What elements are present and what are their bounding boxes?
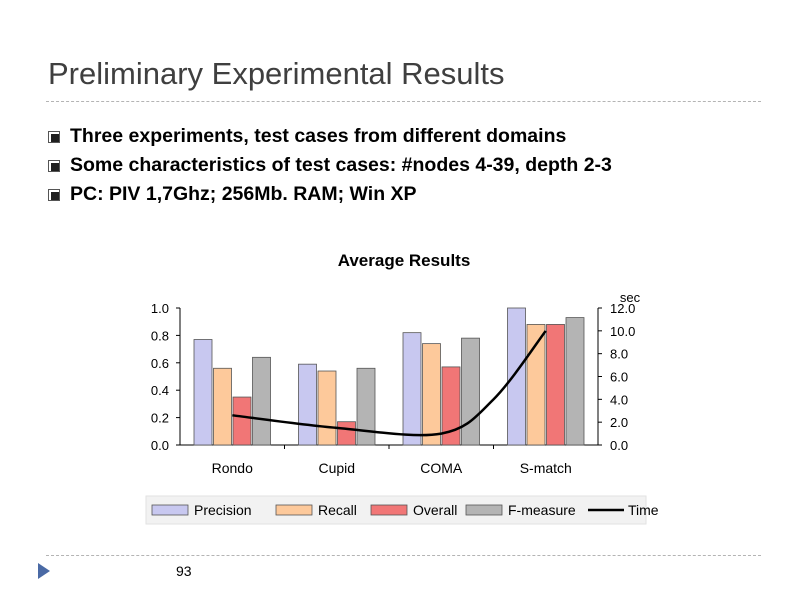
category-label: Cupid (318, 460, 355, 476)
title-divider (46, 101, 761, 102)
legend-swatch (465, 504, 503, 516)
bullet-text: PC: PIV 1,7Ghz; 256Mb. RAM; Win XP (70, 183, 417, 205)
right-tick-label: 10.0 (610, 324, 635, 339)
time-line (232, 330, 547, 437)
right-tick-label: 8.0 (610, 347, 628, 362)
bullet-item: PC: PIV 1,7Ghz; 256Mb. RAM; Win XP (48, 180, 612, 209)
bar-precision (193, 339, 213, 446)
legend-swatch (151, 504, 189, 516)
checkbox-bullet-icon (48, 160, 60, 172)
bar-overall (546, 324, 565, 446)
nav-arrow-icon[interactable] (38, 563, 50, 579)
category-label: S-match (520, 460, 572, 476)
footer-divider (46, 555, 761, 556)
right-tick-label: 0.0 (610, 438, 628, 453)
bar-recall (526, 324, 546, 446)
right-tick-label: 4.0 (610, 392, 628, 407)
left-tick-label: 0.8 (151, 328, 169, 343)
legend-swatch (275, 504, 313, 516)
legend-label: Precision (194, 502, 252, 518)
legend-label: Recall (318, 502, 357, 518)
bar-overall (441, 366, 461, 446)
slide-title: Preliminary Experimental Results (48, 56, 505, 91)
bar-overall (232, 396, 252, 446)
chart-title: Average Results (338, 251, 471, 270)
bullet-item: Three experiments, test cases from diffe… (48, 122, 612, 151)
bullet-text: Three experiments, test cases from diffe… (70, 125, 567, 147)
bar-f-measure (565, 317, 585, 446)
category-label: Rondo (212, 460, 253, 476)
legend-label: Time (628, 502, 659, 518)
checkbox-bullet-icon (48, 131, 60, 143)
bar-recall (317, 370, 337, 446)
bar-f-measure (461, 337, 480, 446)
category-label: COMA (420, 460, 463, 476)
left-tick-label: 0.4 (151, 383, 169, 398)
right-tick-label: 2.0 (610, 415, 628, 430)
left-tick-label: 0.2 (151, 411, 169, 426)
bullet-text: Some characteristics of test cases: #nod… (70, 154, 612, 176)
bar-overall (337, 421, 356, 446)
bar-f-measure (252, 356, 271, 446)
legend-swatch (370, 504, 408, 516)
right-tick-label: 12.0 (610, 301, 635, 316)
right-tick-label: 6.0 (610, 370, 628, 385)
bar-recall (422, 343, 441, 446)
left-tick-label: 1.0 (151, 301, 169, 316)
left-tick-label: 0.6 (151, 356, 169, 371)
legend-label: F-measure (508, 502, 576, 518)
bullet-item: Some characteristics of test cases: #nod… (48, 151, 612, 180)
right-axis-label: sec (620, 290, 641, 305)
bar-precision (507, 307, 526, 446)
left-tick-label: 0.0 (151, 438, 169, 453)
bar-f-measure (356, 367, 376, 446)
bar-precision (298, 363, 317, 446)
bar-precision (402, 332, 422, 446)
bullet-list: Three experiments, test cases from diffe… (48, 122, 612, 209)
page-number: 93 (176, 563, 192, 579)
legend-label: Overall (413, 502, 457, 518)
checkbox-bullet-icon (48, 189, 60, 201)
bar-recall (213, 367, 232, 446)
